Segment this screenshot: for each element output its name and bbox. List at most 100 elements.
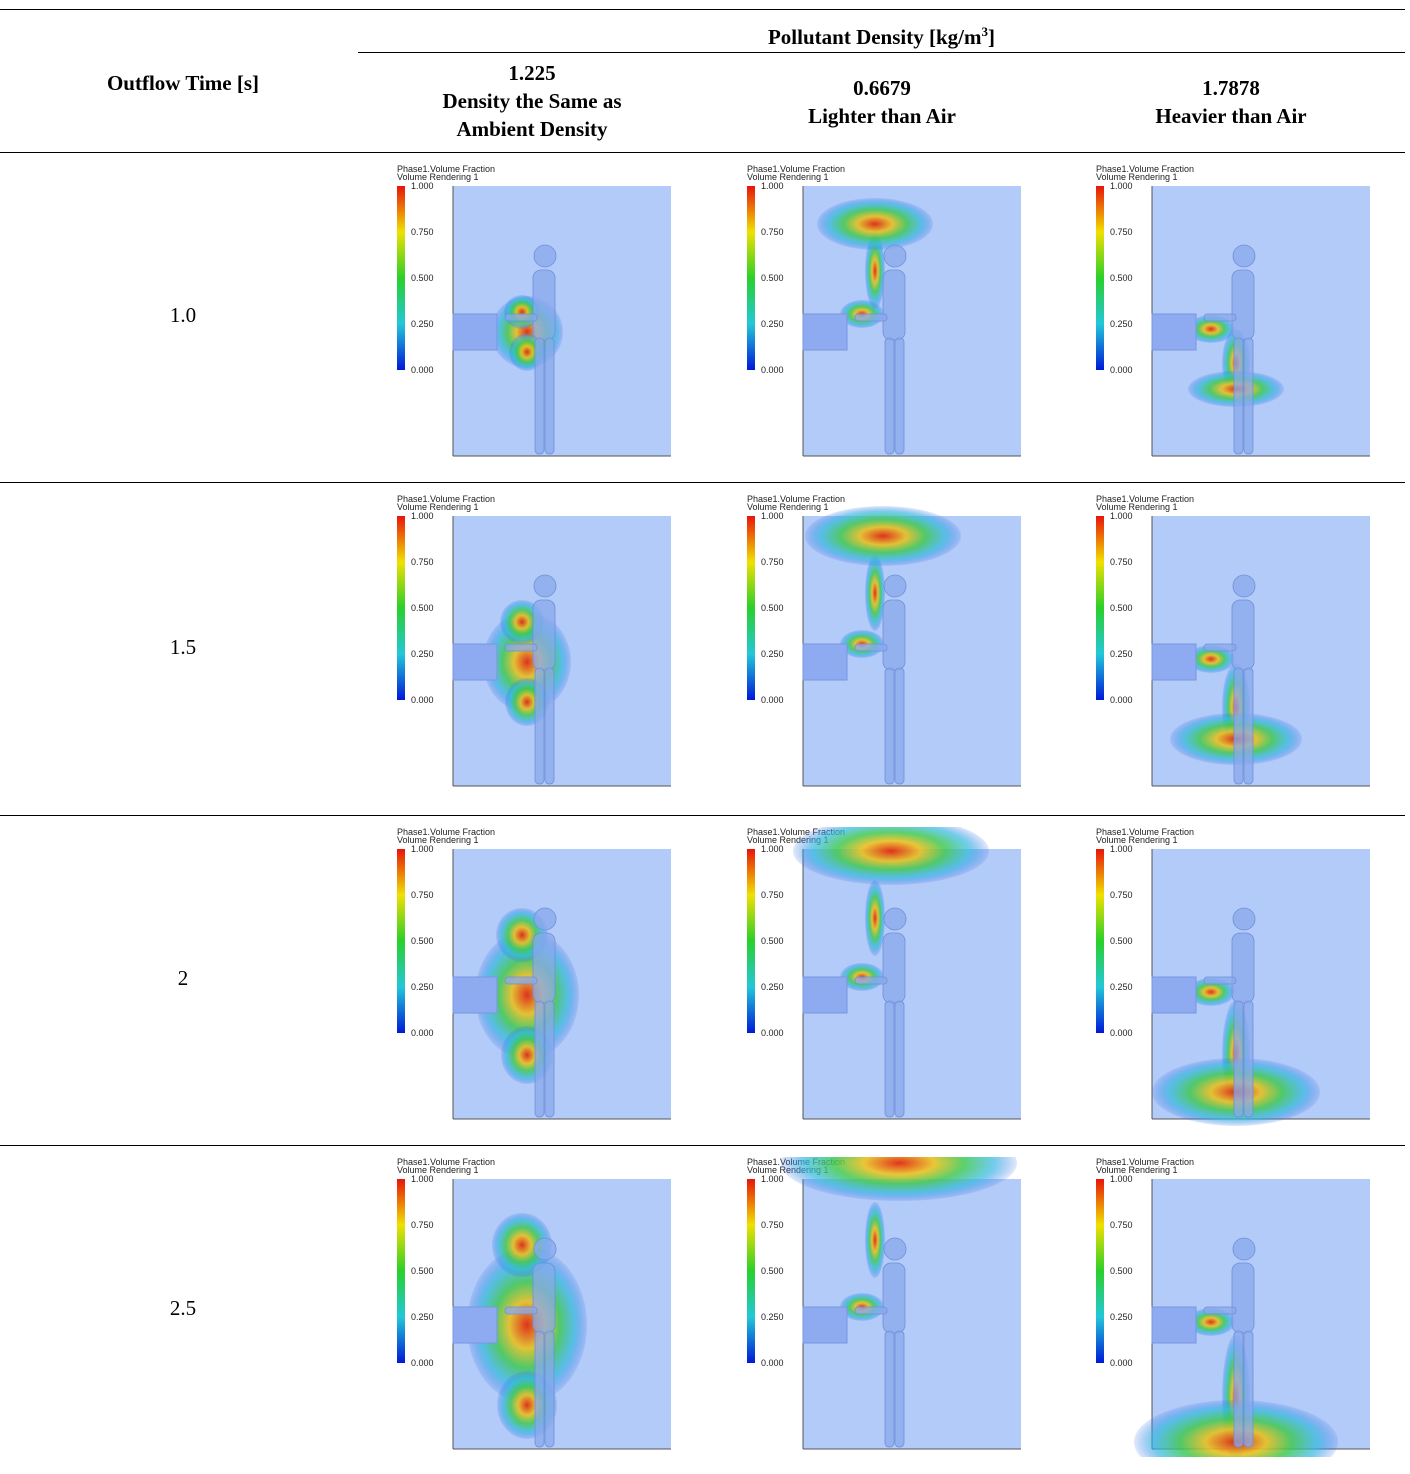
legend-tick-label: 0.750 xyxy=(761,890,784,900)
leg xyxy=(534,337,545,455)
arm xyxy=(504,313,538,322)
plume xyxy=(467,1213,587,1439)
leg xyxy=(894,1330,905,1448)
leg xyxy=(544,1000,555,1118)
legend-title: Phase1.Volume Fraction xyxy=(747,827,845,837)
legend-tick-label: 1.000 xyxy=(1110,844,1133,854)
legend-bar xyxy=(397,1179,405,1363)
column-header-line: 1.7878 xyxy=(1202,76,1260,100)
arm xyxy=(854,313,888,322)
head xyxy=(1232,244,1256,268)
plume-blob xyxy=(492,1213,552,1277)
human-figure xyxy=(1203,244,1256,455)
human-figure xyxy=(504,244,557,455)
inlet xyxy=(452,313,498,351)
legend-tick-label: 0.500 xyxy=(1110,603,1133,613)
legend-subtitle: Volume Rendering 1 xyxy=(747,502,829,512)
legend-tick-label: 0.750 xyxy=(411,890,434,900)
plume-blob xyxy=(865,233,885,309)
plume xyxy=(793,827,989,991)
head xyxy=(883,907,907,931)
legend-tick-label: 0.250 xyxy=(1110,319,1133,329)
arm xyxy=(854,643,888,652)
head xyxy=(883,1237,907,1261)
leg xyxy=(894,1000,905,1118)
plume-blob xyxy=(865,1202,885,1278)
legend-title: Phase1.Volume Fraction xyxy=(1096,1157,1194,1167)
plume-blob xyxy=(817,198,933,250)
group-rule xyxy=(358,52,1405,53)
legend-tick-label: 0.500 xyxy=(761,603,784,613)
legend-tick-label: 0.750 xyxy=(761,1220,784,1230)
arm xyxy=(504,643,538,652)
legend-tick-label: 0.250 xyxy=(761,1312,784,1322)
inlet xyxy=(452,976,498,1014)
legend-tick-label: 1.000 xyxy=(761,844,784,854)
leg xyxy=(884,337,895,455)
plume-blob xyxy=(1187,315,1235,343)
top-rule xyxy=(0,9,1405,10)
legend-subtitle: Volume Rendering 1 xyxy=(397,502,479,512)
arm xyxy=(1203,643,1237,652)
inlet xyxy=(1151,313,1197,351)
row-label: 2 xyxy=(177,966,189,990)
human-figure xyxy=(854,1237,907,1448)
torso xyxy=(532,269,556,341)
legend-title: Phase1.Volume Fraction xyxy=(1096,164,1194,174)
legend-title: Phase1.Volume Fraction xyxy=(397,1157,495,1167)
leg xyxy=(1233,1330,1244,1448)
legend-tick-label: 0.500 xyxy=(1110,936,1133,946)
legend-tick-label: 0.750 xyxy=(761,227,784,237)
head xyxy=(533,574,557,598)
legend-subtitle: Volume Rendering 1 xyxy=(397,835,479,845)
title-tail: ] xyxy=(988,25,995,49)
legend-title: Phase1.Volume Fraction xyxy=(747,494,845,504)
legend-tick-label: 0.250 xyxy=(1110,1312,1133,1322)
leg xyxy=(894,667,905,785)
legend-subtitle: Volume Rendering 1 xyxy=(1096,835,1178,845)
legend-tick-label: 0.250 xyxy=(761,649,784,659)
legend-tick-label: 0.750 xyxy=(411,557,434,567)
leg xyxy=(1243,1000,1254,1118)
torso xyxy=(1231,932,1255,1004)
human-figure xyxy=(1203,574,1256,785)
legend-tick-label: 0.000 xyxy=(1110,695,1133,705)
legend-tick-label: 0.000 xyxy=(411,1358,434,1368)
row-label: 1.5 xyxy=(169,634,197,659)
legend-tick-label: 0.500 xyxy=(1110,273,1133,283)
leg xyxy=(544,1330,555,1448)
legend-tick-label: 0.500 xyxy=(761,273,784,283)
legend-bar xyxy=(747,186,755,370)
torso xyxy=(882,1262,906,1334)
legend-bar xyxy=(1096,516,1104,700)
inlet xyxy=(802,313,848,351)
legend-tick-label: 0.500 xyxy=(411,603,434,613)
leg xyxy=(884,1000,895,1118)
column-header-line: 0.6679 xyxy=(853,76,911,100)
legend-tick-label: 0.500 xyxy=(761,1266,784,1276)
legend-bar xyxy=(747,516,755,700)
torso xyxy=(532,1262,556,1334)
legend-tick-label: 0.000 xyxy=(761,1028,784,1038)
row-rule xyxy=(0,482,1405,483)
legend-subtitle: Volume Rendering 1 xyxy=(397,1165,479,1175)
inlet xyxy=(452,1306,498,1344)
row-rule xyxy=(0,815,1405,816)
plume-blob xyxy=(1187,978,1235,1006)
column-header-line: Heavier than Air xyxy=(1155,104,1307,128)
head xyxy=(1232,574,1256,598)
leg xyxy=(1233,337,1244,455)
title-text: Pollutant Density [kg/m xyxy=(767,25,982,49)
legend-tick-label: 0.000 xyxy=(761,1358,784,1368)
legend-tick-label: 1.000 xyxy=(1110,1174,1133,1184)
row-label: 1.0 xyxy=(169,303,197,327)
legend-tick-label: 0.750 xyxy=(1110,890,1133,900)
legend-tick-label: 1.000 xyxy=(761,181,784,191)
legend-tick-label: 0.000 xyxy=(411,365,434,375)
legend-tick-label: 0.500 xyxy=(411,1266,434,1276)
